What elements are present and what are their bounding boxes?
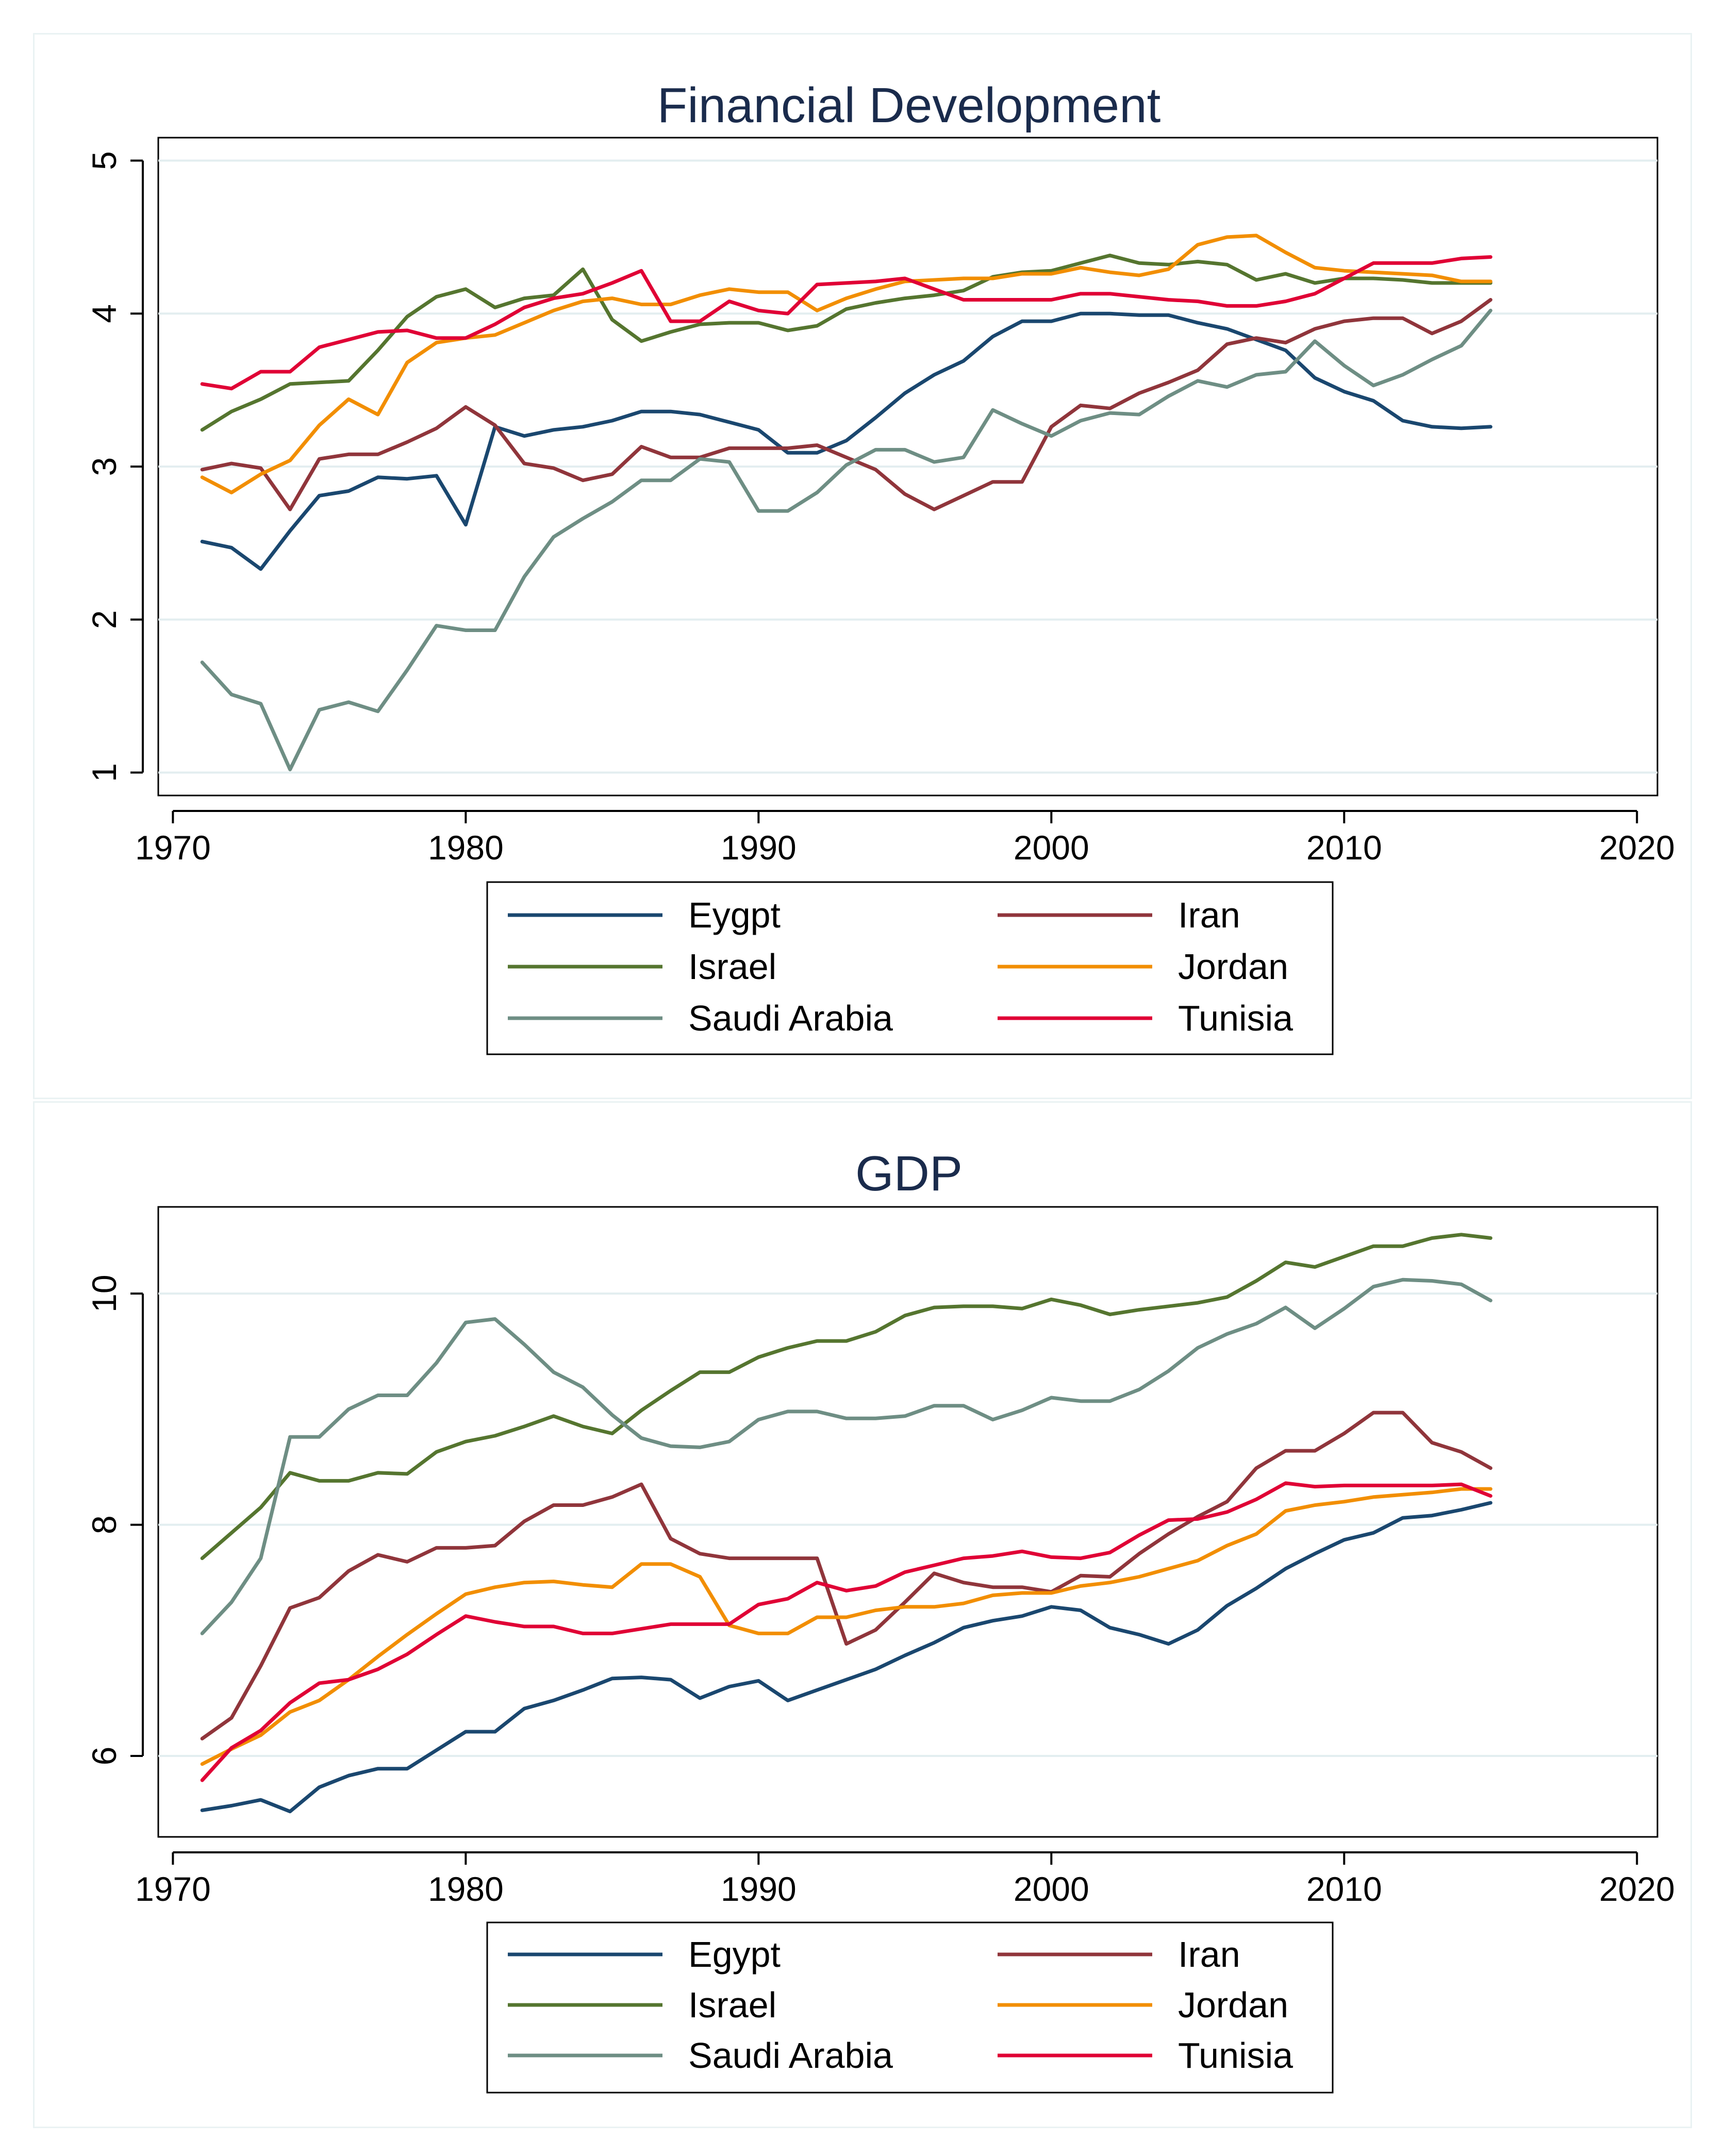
x-tick-label-2010: 2010 — [1306, 828, 1382, 867]
legend-item-egypt: Egypt — [508, 1934, 781, 1975]
gridlines — [158, 159, 1657, 774]
legend-label: Iran — [1178, 895, 1240, 935]
x-tick-label-2000: 2000 — [1014, 828, 1089, 867]
x-tick-label-2010: 2010 — [1306, 1870, 1382, 1908]
y-tick-label-5: 5 — [85, 151, 123, 170]
series-line-saudi-arabia — [200, 1278, 1492, 1635]
legend-item-tunisia: Tunisia — [998, 2035, 1293, 2076]
x-tick-label-1980: 1980 — [428, 828, 504, 867]
series-line-iran — [200, 1411, 1492, 1740]
legend-label: Tunisia — [1178, 2035, 1293, 2076]
y-tick-label-6: 6 — [85, 1747, 123, 1766]
x-tick-label-2020: 2020 — [1599, 828, 1675, 867]
legend-item-israel: Israel — [508, 947, 776, 987]
legend: Egypt Iran Israel Jordan Saudi Arabia Tunisia — [508, 1934, 1293, 2076]
x-tick-label-2000: 2000 — [1014, 1870, 1089, 1908]
series-line-jordan — [200, 1487, 1492, 1766]
chart-title: GDP — [855, 1146, 963, 1201]
x-tick-label-1970: 1970 — [135, 1870, 211, 1908]
gdp-panel: GDP 1970 1980 1990 2000 2010 2020 6 8 10 Egypt Ir… — [33, 1101, 1692, 2128]
financial-development-chart: Financial Development 1970 1980 1990 2000 20… — [85, 78, 1675, 1055]
legend-label: Jordan — [1178, 947, 1288, 987]
x-tick-label-1990: 1990 — [721, 1870, 797, 1908]
legend-item-saudi-arabia: Saudi Arabia — [508, 998, 893, 1038]
series-line-egypt — [200, 1501, 1492, 1814]
legend-label: Israel — [688, 1985, 776, 2025]
legend-item-eygpt: Eygpt — [508, 895, 781, 935]
legend-label: Jordan — [1178, 1985, 1288, 2025]
x-tick-label-1990: 1990 — [721, 828, 797, 867]
legend: Eygpt Iran Israel Jordan Saudi Arabia Tunisia — [508, 895, 1293, 1038]
legend-box — [486, 1921, 1334, 2094]
series-line-iran — [200, 298, 1492, 511]
y-tick-label-10: 10 — [85, 1274, 123, 1312]
y-tick-label-1: 1 — [85, 763, 123, 782]
legend-item-israel: Israel — [508, 1985, 776, 2025]
x-tick-label-2020: 2020 — [1599, 1870, 1675, 1908]
series-line-saudi-arabia — [200, 308, 1492, 772]
chart-title: Financial Development — [657, 78, 1161, 133]
series-line-israel — [200, 254, 1492, 432]
legend-label: Eygpt — [688, 895, 781, 935]
series-lines — [200, 234, 1492, 772]
axes: 1970 1980 1990 2000 2010 2020 1 2 3 4 5 — [85, 151, 1675, 867]
legend-label: Egypt — [688, 1934, 781, 1975]
series-lines — [200, 1233, 1492, 1814]
legend-item-iran: Iran — [998, 1934, 1240, 1975]
y-tick-label-3: 3 — [85, 457, 123, 476]
legend-item-jordan: Jordan — [998, 947, 1288, 987]
legend-item-saudi-arabia: Saudi Arabia — [508, 2035, 893, 2076]
legend-item-iran: Iran — [998, 895, 1240, 935]
y-tick-label-8: 8 — [85, 1515, 123, 1534]
x-tick-label-1970: 1970 — [135, 828, 211, 867]
series-line-jordan — [200, 234, 1492, 494]
series-line-eygpt — [200, 311, 1492, 571]
gridlines — [158, 1292, 1657, 1757]
legend-label: Israel — [688, 947, 776, 987]
x-tick-label-1980: 1980 — [428, 1870, 504, 1908]
y-tick-label-2: 2 — [85, 610, 123, 629]
legend-label: Iran — [1178, 1934, 1240, 1975]
axes: 1970 1980 1990 2000 2010 2020 6 8 10 — [85, 1274, 1675, 1908]
series-line-tunisia — [200, 255, 1492, 391]
y-tick-label-4: 4 — [85, 304, 123, 323]
financial-development-panel: Financial Development 1970 1980 1990 2000 20… — [33, 33, 1692, 1099]
legend-label: Saudi Arabia — [688, 998, 893, 1038]
series-line-tunisia — [200, 1481, 1492, 1782]
plot-area — [157, 1206, 1658, 1838]
legend-label: Saudi Arabia — [688, 2035, 893, 2076]
series-line-israel — [200, 1233, 1492, 1561]
gdp-chart: GDP 1970 1980 1990 2000 2010 2020 6 8 10 Egypt Ir… — [85, 1146, 1675, 2094]
legend-item-jordan: Jordan — [998, 1985, 1288, 2025]
legend-label: Tunisia — [1178, 998, 1293, 1038]
legend-item-tunisia: Tunisia — [998, 998, 1293, 1038]
